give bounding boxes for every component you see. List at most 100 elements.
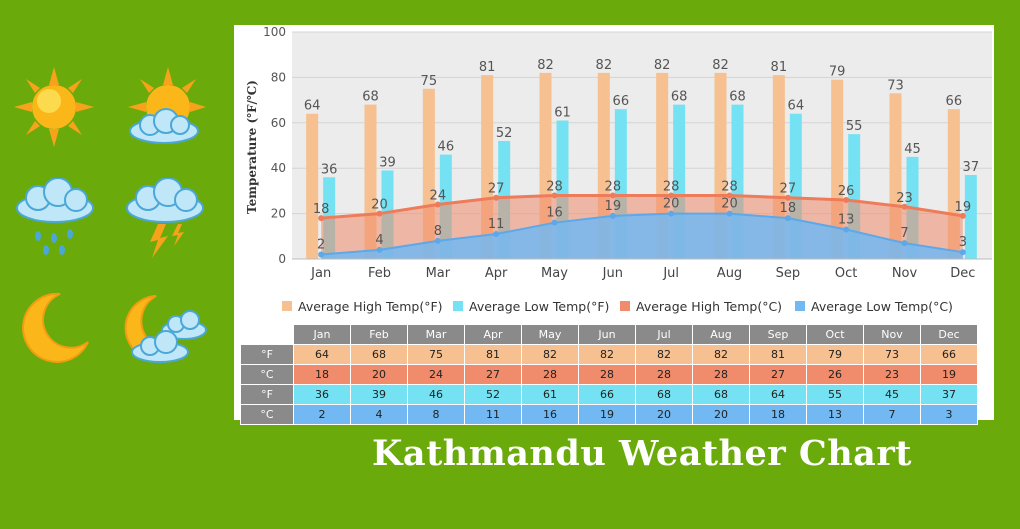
table-row-high-c: °C 18 20 24 27 28 28 28 28 27 26 23 19 xyxy=(240,364,978,385)
point-high-c xyxy=(843,196,850,203)
label-high-c: 23 xyxy=(896,191,913,206)
table-row-high-f: °F 64 68 75 81 82 82 82 82 81 79 73 66 xyxy=(240,344,978,365)
x-tick-label: Mar xyxy=(426,266,451,281)
label-low-c: 18 xyxy=(780,201,797,216)
x-tick-label: Jul xyxy=(662,266,679,281)
point-high-c xyxy=(434,201,441,208)
label-low-c: 7 xyxy=(900,226,908,241)
legend-item: Average Low Temp(°C) xyxy=(811,299,953,314)
x-tick-label: Aug xyxy=(717,266,742,281)
point-low-c xyxy=(493,231,500,238)
data-labels: 64 36 18 2 68 39 20 4 75 46 24 8 81 52 27 11 82 61 28 16 82 6… xyxy=(304,58,979,253)
point-low-c xyxy=(959,249,966,256)
label-low-f: 36 xyxy=(321,162,338,177)
chart-panel: 0 20 40 60 80 100 Temperature (℉/℃) 64 36 18 2 68… xyxy=(234,25,994,425)
table-cell: 82 xyxy=(635,344,693,365)
label-low-f: 45 xyxy=(904,142,921,157)
label-low-c: 4 xyxy=(375,233,383,248)
table-cell: 36 xyxy=(293,384,351,405)
table-header-row: Jan Feb Mar Apr May Jun Jul Aug Sep Oct Nov Dec xyxy=(240,324,978,345)
table-cell: 7 xyxy=(863,404,921,425)
label-high-c: 28 xyxy=(663,179,680,194)
label-high-c: 28 xyxy=(605,179,622,194)
point-low-c xyxy=(843,226,850,233)
legend-swatch xyxy=(453,301,463,311)
table-header-cell: Mar xyxy=(407,324,465,345)
label-high-f: 82 xyxy=(596,58,613,73)
table-cell: 2 xyxy=(293,404,351,425)
point-low-c xyxy=(551,219,558,226)
x-tick-label: Oct xyxy=(835,266,857,281)
label-high-f: 66 xyxy=(946,94,963,109)
label-low-f: 66 xyxy=(613,94,630,109)
label-low-f: 39 xyxy=(379,155,396,170)
table-row-low-c: °C 2 4 8 11 16 19 20 20 18 13 7 3 xyxy=(240,404,978,425)
bar-high-f xyxy=(306,113,319,259)
table-header-cell: Dec xyxy=(920,324,978,345)
table-cell: 23 xyxy=(863,364,921,385)
table-cell: 3 xyxy=(920,404,978,425)
table-header-cell: Sep xyxy=(749,324,807,345)
label-high-c: 24 xyxy=(430,189,447,204)
line-high-c xyxy=(321,193,964,220)
label-low-f: 46 xyxy=(438,140,455,155)
table-corner xyxy=(240,324,294,345)
y-tick-label: 40 xyxy=(271,161,286,175)
rain-cloud-icon xyxy=(16,178,94,255)
row-label: °F xyxy=(240,384,294,405)
point-high-c xyxy=(959,212,966,219)
table-cell: 13 xyxy=(806,404,864,425)
label-low-c: 8 xyxy=(434,224,442,239)
label-low-f: 55 xyxy=(846,119,863,134)
moon-icon xyxy=(22,292,89,363)
label-high-f: 82 xyxy=(654,58,671,73)
legend[interactable]: Average High Temp(°F) Average Low Temp(°F… xyxy=(282,299,953,314)
chart-caption: Kathmandu Weather Chart xyxy=(372,433,912,474)
point-high-c xyxy=(318,215,325,222)
weather-icons xyxy=(0,0,232,420)
table-header-cell: Jan xyxy=(293,324,351,345)
sun-icon xyxy=(14,67,94,147)
point-low-c xyxy=(434,237,441,244)
label-high-f: 81 xyxy=(771,60,788,75)
x-tick-label: Apr xyxy=(485,266,508,281)
table-cell: 82 xyxy=(692,344,750,365)
point-high-c xyxy=(726,192,733,199)
table-cell: 4 xyxy=(350,404,408,425)
label-high-c: 28 xyxy=(546,179,563,194)
label-high-f: 82 xyxy=(712,58,729,73)
label-low-c: 19 xyxy=(605,199,622,214)
label-high-f: 82 xyxy=(537,58,554,73)
legend-swatch xyxy=(795,301,805,311)
table-cell: 27 xyxy=(464,364,522,385)
sun-cloud-icon xyxy=(128,67,206,144)
point-high-c xyxy=(376,210,383,217)
label-high-c: 20 xyxy=(371,198,388,213)
table-cell: 8 xyxy=(407,404,465,425)
label-high-c: 26 xyxy=(838,184,855,199)
label-high-c: 19 xyxy=(955,200,972,215)
table-cell: 46 xyxy=(407,384,465,405)
point-low-c xyxy=(668,210,675,217)
table-cell: 81 xyxy=(749,344,807,365)
legend-item: Average High Temp(°C) xyxy=(636,299,782,314)
table-cell: 82 xyxy=(578,344,636,365)
x-tick-label: May xyxy=(541,266,568,281)
table-cell: 52 xyxy=(464,384,522,405)
data-table: Jan Feb Mar Apr May Jun Jul Aug Sep Oct Nov Dec °F … xyxy=(240,324,978,425)
table-cell: 68 xyxy=(692,384,750,405)
area-low-c xyxy=(321,213,963,259)
label-low-c: 2 xyxy=(317,237,325,252)
label-high-f: 64 xyxy=(304,99,321,114)
table-cell: 28 xyxy=(521,364,579,385)
table-header-cell: Nov xyxy=(863,324,921,345)
table-header-cell: Jul xyxy=(635,324,693,345)
row-label: °C xyxy=(240,404,294,425)
label-low-c: 16 xyxy=(546,206,563,221)
point-high-c xyxy=(784,194,791,201)
table-cell: 61 xyxy=(521,384,579,405)
label-low-f: 68 xyxy=(729,90,746,105)
table-cell: 68 xyxy=(635,384,693,405)
label-low-c: 11 xyxy=(488,217,505,232)
table-cell: 79 xyxy=(806,344,864,365)
